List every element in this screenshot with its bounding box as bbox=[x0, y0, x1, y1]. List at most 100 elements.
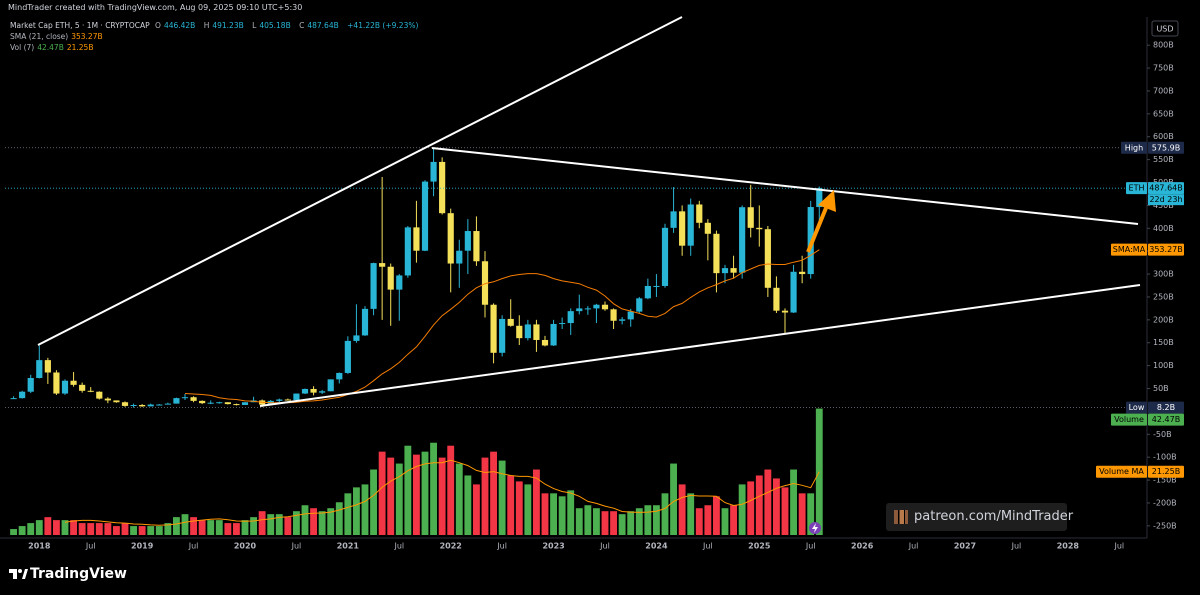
sma-name: SMA (21, close) bbox=[10, 32, 69, 41]
candle-body bbox=[550, 323, 557, 346]
o-prefix: O bbox=[155, 21, 161, 30]
candle-body bbox=[473, 231, 480, 262]
volume-bar bbox=[575, 508, 583, 535]
h-value: 491.23B bbox=[212, 21, 244, 30]
candle-body bbox=[216, 402, 223, 404]
candle-body bbox=[319, 391, 326, 393]
volume-bar bbox=[138, 526, 146, 535]
candle-body bbox=[636, 298, 643, 312]
volume-bar bbox=[335, 502, 343, 535]
candle-body bbox=[199, 400, 206, 404]
price-pane bbox=[5, 147, 1147, 409]
tag-value-box bbox=[1148, 182, 1184, 195]
x-tick-label: Jul bbox=[599, 542, 610, 551]
candle-body bbox=[764, 229, 771, 288]
candle-body bbox=[516, 325, 523, 339]
volume-bar bbox=[713, 496, 720, 535]
candle-body bbox=[679, 211, 686, 246]
candle-body bbox=[704, 222, 711, 234]
volume-bar bbox=[695, 508, 703, 535]
x-tick-label: 2019 bbox=[131, 542, 154, 551]
volume-bar bbox=[121, 523, 129, 535]
x-tick-label: Jul bbox=[496, 542, 507, 551]
candle-body bbox=[567, 311, 574, 324]
candle-body bbox=[584, 308, 591, 310]
volume-value: 42.47B bbox=[37, 43, 64, 52]
candle-body bbox=[233, 404, 240, 406]
legend-sma: SMA (21, close) 353.27B bbox=[10, 32, 106, 41]
candle-body bbox=[781, 310, 789, 313]
y-tick-label: 750B bbox=[1153, 64, 1174, 73]
volume-bar bbox=[473, 484, 480, 535]
volume-bar bbox=[301, 505, 309, 535]
candle-body bbox=[10, 398, 17, 400]
volume-bar bbox=[464, 475, 472, 535]
y-tick-label: 650B bbox=[1153, 109, 1174, 118]
candle-body bbox=[541, 339, 549, 346]
tag-value: 42.47B bbox=[1152, 415, 1180, 424]
volume-bar bbox=[687, 493, 695, 535]
candle-body bbox=[404, 227, 411, 276]
volume-bar bbox=[310, 508, 317, 535]
candle-body bbox=[344, 340, 351, 373]
candle-body bbox=[301, 388, 309, 394]
candle-body bbox=[687, 204, 694, 246]
volume-bar bbox=[35, 520, 43, 535]
l-value: 405.18B bbox=[259, 21, 291, 30]
volume-bar bbox=[53, 520, 60, 535]
volume-bar bbox=[558, 496, 566, 535]
arrow-head bbox=[818, 190, 836, 212]
candle-body bbox=[147, 404, 154, 407]
volume-bar bbox=[387, 457, 395, 535]
ohlc: C 487.64B bbox=[299, 21, 342, 30]
volume-bar bbox=[70, 520, 77, 535]
candle-body bbox=[207, 402, 214, 404]
volume-bar bbox=[155, 526, 163, 535]
candle-body bbox=[747, 207, 754, 228]
volume-bar bbox=[87, 523, 95, 535]
volume-bar bbox=[738, 484, 746, 535]
axes: 800B750B700B650B600B550B500B450B400B350B… bbox=[28, 41, 1177, 551]
c-prefix: C bbox=[299, 21, 305, 30]
volume-bar bbox=[198, 520, 206, 535]
candle-body bbox=[87, 390, 94, 392]
c-value: 487.64B bbox=[307, 21, 339, 30]
logo-part bbox=[13, 569, 17, 579]
volume-bar bbox=[490, 451, 497, 535]
volume-bar bbox=[318, 511, 326, 535]
y-tick-label: 300B bbox=[1153, 270, 1174, 279]
currency: USD bbox=[1156, 25, 1173, 34]
logo bbox=[9, 569, 28, 579]
logo-part bbox=[18, 569, 22, 573]
countdown: 22d 23h bbox=[1149, 195, 1182, 204]
volume-ma-value: 21.25B bbox=[66, 43, 94, 52]
volume-bar bbox=[267, 514, 275, 535]
volume-bar bbox=[104, 523, 112, 535]
x-tick-label: 2024 bbox=[645, 542, 668, 551]
y-tick-label: 50B bbox=[1153, 384, 1169, 393]
volume-name: Vol (7) bbox=[10, 43, 35, 52]
volume-bar bbox=[421, 451, 429, 535]
tag-value-box bbox=[1148, 413, 1184, 426]
legend-volume: Vol (7) 42.47B 21.25B bbox=[10, 43, 96, 52]
volume-bar bbox=[370, 469, 377, 535]
l-prefix: L bbox=[252, 21, 257, 30]
candle-body bbox=[559, 323, 566, 325]
candle-body bbox=[610, 309, 617, 321]
candle-body bbox=[173, 398, 180, 404]
candle-body bbox=[696, 204, 703, 223]
candle-body bbox=[756, 227, 763, 230]
x-tick-label: 2028 bbox=[1057, 542, 1080, 551]
volume-bar bbox=[233, 523, 240, 535]
candle-body bbox=[379, 263, 386, 267]
volume-bar bbox=[181, 514, 189, 535]
candle-body bbox=[96, 391, 103, 399]
candle-body bbox=[593, 304, 600, 309]
x-tick-label: 2025 bbox=[748, 542, 771, 551]
y-tick-label: 250B bbox=[1153, 292, 1174, 301]
volume-bar bbox=[781, 487, 789, 535]
tag-name: Low bbox=[1129, 403, 1145, 412]
ohlc: H 491.23B bbox=[204, 21, 247, 30]
volume-bar bbox=[593, 508, 600, 535]
y-tick-label: 450B bbox=[1153, 201, 1174, 210]
